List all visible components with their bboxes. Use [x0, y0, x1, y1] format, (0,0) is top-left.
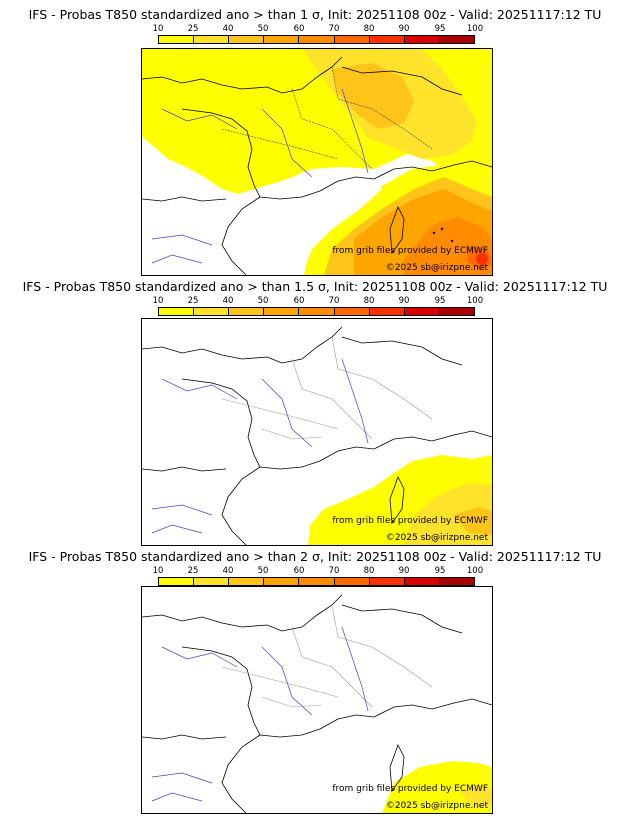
legend-label: 100 — [466, 24, 484, 34]
legend-labels: 10 25 40 50 60 70 80 90 95 100 — [153, 24, 484, 34]
credit-source: from grib files provided by ECMWF — [332, 784, 488, 794]
legend-label: 25 — [187, 296, 199, 306]
legend-label: 100 — [466, 566, 484, 576]
colorbar-legend: 10 25 40 50 60 70 80 90 95 100 — [153, 566, 484, 588]
legend-label: 95 — [434, 566, 446, 576]
legend-label: 40 — [222, 296, 234, 306]
legend-label: 40 — [222, 566, 234, 576]
map-2sigma: from grib files provided by ECMWF ©2025 … — [141, 586, 493, 814]
legend-label: 25 — [187, 24, 199, 34]
legend-swatch — [369, 308, 405, 315]
legend-swatch — [439, 308, 474, 315]
legend-swatch — [334, 308, 370, 315]
field-40-50 — [454, 507, 492, 535]
legend-swatch — [299, 36, 335, 43]
legend-swatch — [264, 578, 300, 585]
legend-colorbar — [158, 577, 475, 586]
map-1sigma: from grib files provided by ECMWF ©2025 … — [141, 48, 493, 276]
legend-swatch — [159, 308, 195, 315]
probability-map — [142, 49, 492, 275]
legend-swatch — [404, 36, 440, 43]
legend-swatch — [439, 36, 474, 43]
legend-labels: 10 25 40 50 60 70 80 90 95 100 — [153, 296, 484, 306]
legend-swatch — [229, 36, 265, 43]
legend-label: 70 — [328, 566, 340, 576]
legend-swatch — [404, 578, 440, 585]
legend-label: 100 — [466, 296, 484, 306]
legend-labels: 10 25 40 50 60 70 80 90 95 100 — [153, 566, 484, 576]
legend-swatch — [369, 578, 405, 585]
legend-swatch — [229, 578, 265, 585]
legend-label: 80 — [363, 24, 375, 34]
credit-source: from grib files provided by ECMWF — [332, 246, 488, 256]
legend-label: 50 — [257, 566, 269, 576]
legend-label: 60 — [293, 24, 305, 34]
probability-map — [142, 326, 492, 545]
legend-swatch — [194, 36, 230, 43]
probability-map — [142, 594, 492, 813]
legend-label: 80 — [363, 296, 375, 306]
legend-swatch — [299, 308, 335, 315]
legend-swatch — [264, 36, 300, 43]
legend-label: 90 — [398, 296, 410, 306]
legend-label: 90 — [398, 24, 410, 34]
legend-swatch — [299, 578, 335, 585]
field-10-25 — [382, 761, 492, 813]
legend-label: 60 — [293, 566, 305, 576]
legend-swatch — [159, 578, 195, 585]
legend-label: 60 — [293, 296, 305, 306]
legend-colorbar — [158, 35, 475, 44]
colorbar-legend: 10 25 40 50 60 70 80 90 95 100 — [153, 24, 484, 46]
legend-swatch — [264, 308, 300, 315]
legend-label: 80 — [363, 566, 375, 576]
legend-label: 95 — [434, 296, 446, 306]
legend-swatch — [334, 578, 370, 585]
legend-label: 70 — [328, 296, 340, 306]
legend-swatch — [194, 308, 230, 315]
legend-label: 10 — [152, 296, 164, 306]
legend-label: 95 — [434, 24, 446, 34]
panel-title: IFS - Probas T850 standardized ano > tha… — [28, 7, 602, 22]
colorbar-legend: 10 25 40 50 60 70 80 90 95 100 — [153, 296, 484, 318]
legend-label: 90 — [398, 566, 410, 576]
field-40-50 — [332, 63, 414, 129]
credit-copyright: ©2025 sb@irizpne.net — [385, 263, 488, 273]
field-25-40 — [460, 785, 492, 807]
legend-swatch — [334, 36, 370, 43]
legend-swatch — [194, 578, 230, 585]
legend-label: 25 — [187, 566, 199, 576]
credit-copyright: ©2025 sb@irizpne.net — [385, 801, 488, 811]
panel-title: IFS - Probas T850 standardized ano > tha… — [28, 549, 602, 564]
map-1-5sigma: from grib files provided by ECMWF ©2025 … — [141, 318, 493, 546]
legend-swatch — [229, 308, 265, 315]
legend-swatch — [369, 36, 405, 43]
legend-colorbar — [158, 307, 475, 316]
legend-label: 10 — [152, 566, 164, 576]
credit-copyright: ©2025 sb@irizpne.net — [385, 533, 488, 543]
legend-label: 50 — [257, 296, 269, 306]
legend-label: 40 — [222, 24, 234, 34]
legend-swatch — [439, 578, 474, 585]
field-80-90 — [476, 253, 488, 265]
panel-title: IFS - Probas T850 standardized ano > tha… — [22, 279, 608, 294]
legend-label: 10 — [152, 24, 164, 34]
legend-swatch — [159, 36, 195, 43]
field-below-10 — [142, 173, 382, 275]
legend-label: 50 — [257, 24, 269, 34]
credit-source: from grib files provided by ECMWF — [332, 516, 488, 526]
legend-label: 70 — [328, 24, 340, 34]
legend-swatch — [404, 308, 440, 315]
